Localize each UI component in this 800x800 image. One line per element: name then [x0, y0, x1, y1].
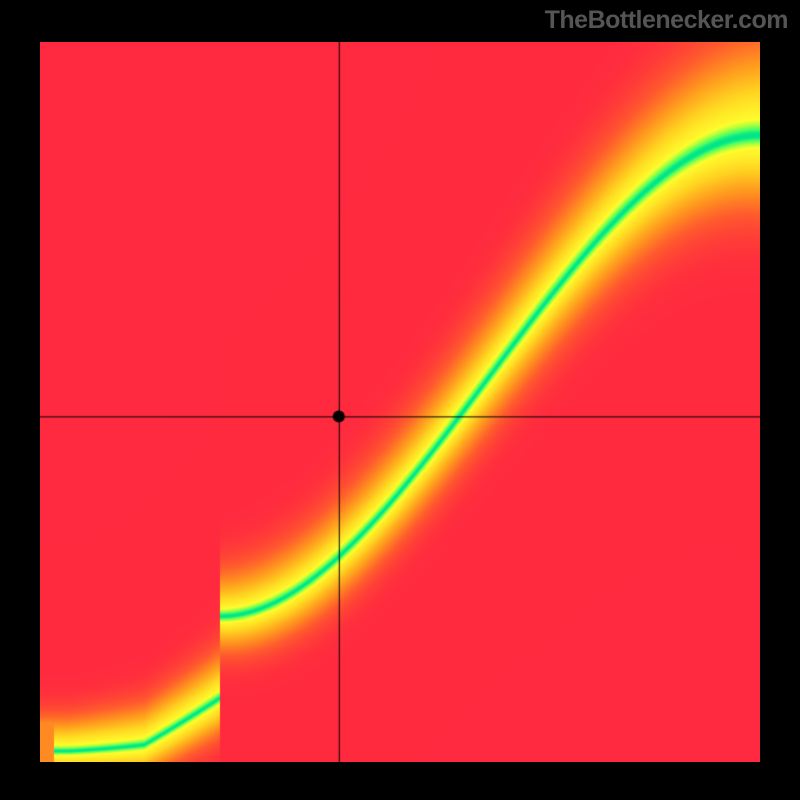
watermark-text: TheBottlenecker.com — [545, 6, 788, 35]
page-root: TheBottlenecker.com — [0, 0, 800, 800]
bottleneck-heatmap — [40, 42, 760, 762]
